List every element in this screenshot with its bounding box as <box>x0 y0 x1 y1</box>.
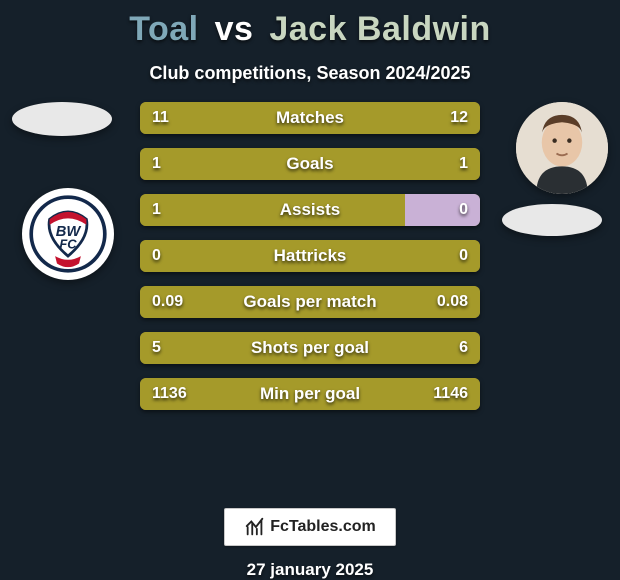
svg-text:FC: FC <box>59 237 77 252</box>
stat-bar-left-fill <box>140 148 310 180</box>
stat-bar-right-fill <box>309 378 480 410</box>
stat-bar-left-fill <box>140 194 405 226</box>
stat-bar-right-fill <box>310 148 480 180</box>
stat-bars: Matches1112 Goals11 Assists10 Hattricks00 Go… <box>140 102 480 410</box>
stat-bar-right-fill <box>303 102 480 134</box>
stage: BW FC Matches1112Goals11Assists10Hattric… <box>0 102 620 166</box>
page-title: Toal vs Jack Baldwin <box>129 10 491 49</box>
player2-club-badge-placeholder <box>502 204 602 236</box>
player2-avatar <box>516 102 608 194</box>
player1-avatar-placeholder <box>12 102 112 136</box>
generated-date: 27 january 2025 <box>247 560 374 580</box>
title-player1: Toal <box>129 10 198 48</box>
title-vs: vs <box>215 10 254 48</box>
subtitle: Club competitions, Season 2024/2025 <box>149 63 470 84</box>
club-crest-icon: BW FC <box>22 188 114 280</box>
stat-row: Goals per match0.090.08 <box>140 286 480 318</box>
stat-bar-left-fill <box>140 240 310 272</box>
stat-bar-right-fill <box>405 194 480 226</box>
stat-bar-right-fill <box>310 240 480 272</box>
stat-row: Shots per goal56 <box>140 332 480 364</box>
stat-bar-right-fill <box>295 332 480 364</box>
stat-row: Hattricks00 <box>140 240 480 272</box>
stat-row: Min per goal11361146 <box>140 378 480 410</box>
brand-text: FcTables.com <box>270 518 376 536</box>
brand-card[interactable]: FcTables.com <box>224 508 396 546</box>
player-portrait-icon <box>516 102 608 194</box>
stat-bar-left-fill <box>140 332 295 364</box>
stat-bar-left-fill <box>140 378 309 410</box>
fctables-logo-icon <box>244 516 266 538</box>
stat-bar-left-fill <box>140 102 303 134</box>
comparison-card: Toal vs Jack Baldwin Club competitions, … <box>0 0 620 580</box>
title-player2: Jack Baldwin <box>269 10 490 48</box>
stat-bar-left-fill <box>140 286 320 318</box>
stat-row: Goals11 <box>140 148 480 180</box>
player1-club-badge: BW FC <box>22 188 114 280</box>
stat-row: Assists10 <box>140 194 480 226</box>
stat-row: Matches1112 <box>140 102 480 134</box>
stat-bar-right-fill <box>320 286 480 318</box>
